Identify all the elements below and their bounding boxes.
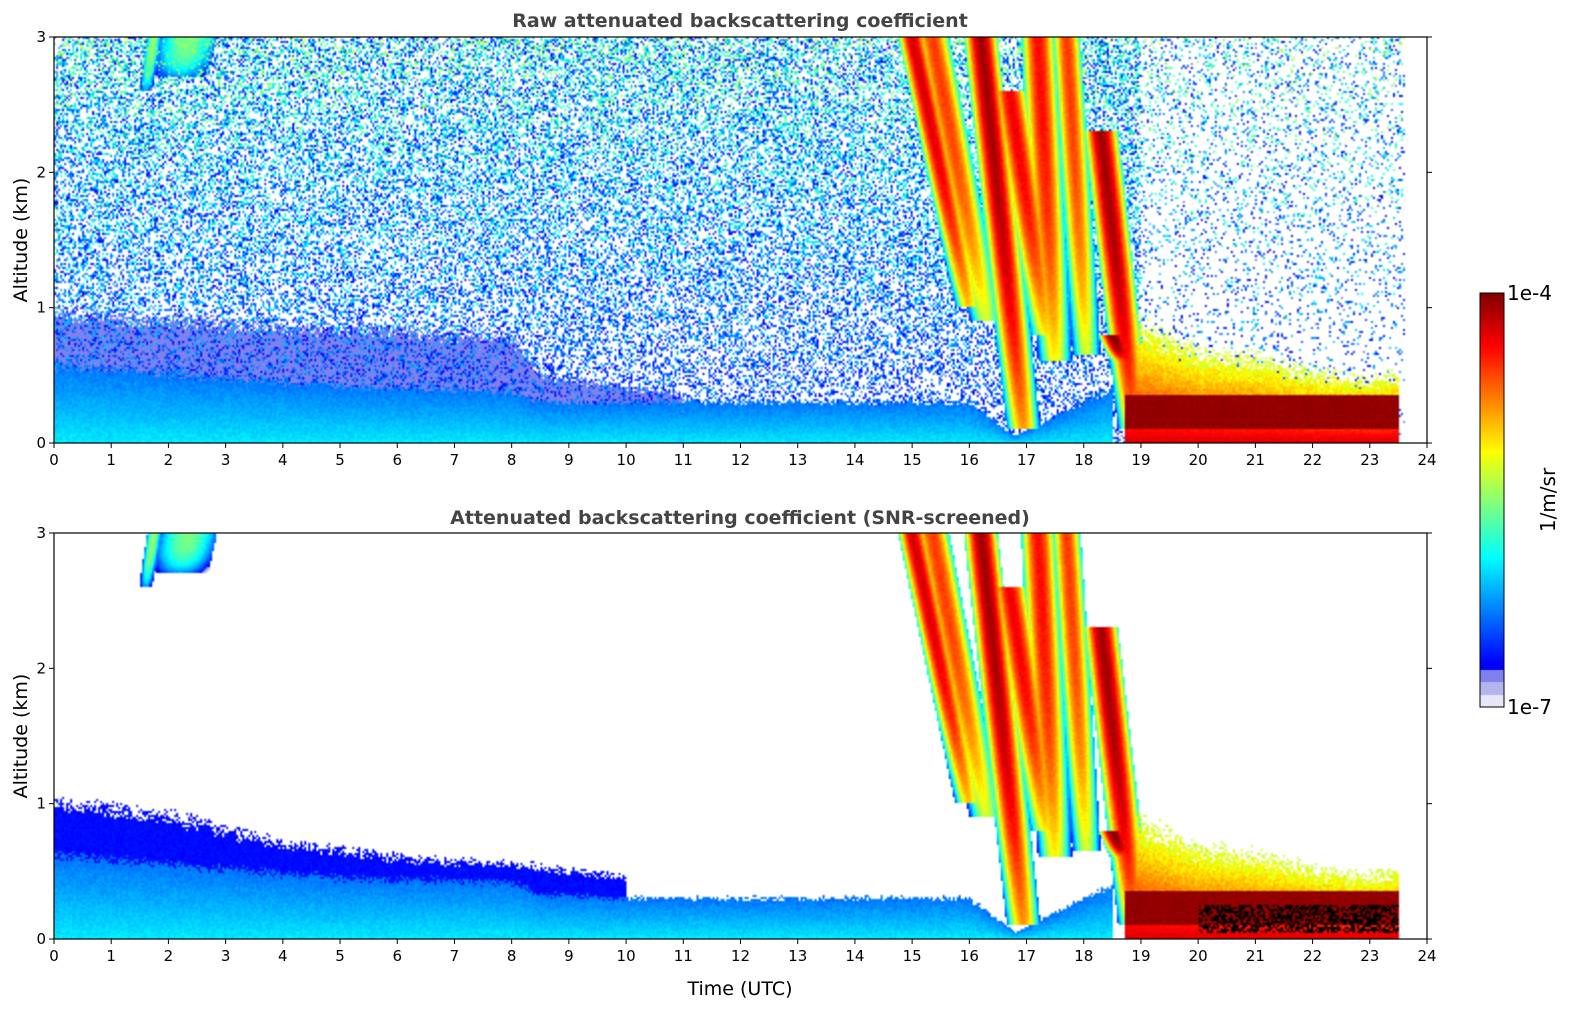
x-tick-label: 3 [221,451,231,469]
colorbar-top-label: 1e-4 [1507,281,1552,305]
x-tick-label: 22 [1303,947,1322,965]
x-tick-label: 6 [392,947,402,965]
x-tick-label: 15 [903,451,922,469]
x-tick-label: 20 [1189,947,1208,965]
bottom-panel-title: Attenuated backscattering coefficient (S… [450,507,1030,529]
x-tick-label: 2 [164,451,174,469]
x-tick-label: 17 [1017,947,1036,965]
y-tick-label: 2 [36,659,46,677]
x-tick-label: 7 [450,451,460,469]
x-tick-label: 12 [731,947,750,965]
bottom-x-axis: 0 1 2 3 4 5 6 7 8 9 10 11 12 13 14 15 16 17 18 19 20 21 22 23 24 [49,939,1437,965]
x-tick-label: 11 [674,451,693,469]
x-tick-label: 23 [1360,947,1379,965]
y-tick-label: 2 [36,163,46,181]
x-tick-label: 16 [960,947,979,965]
x-tick-label: 7 [450,947,460,965]
x-tick-label: 24 [1417,451,1436,469]
top-heatmap [54,37,1427,443]
y-tick-label: 1 [36,299,46,317]
x-tick-label: 15 [903,947,922,965]
x-tick-label: 5 [335,947,345,965]
x-tick-label: 13 [788,451,807,469]
colorbar-unit-label: 1/m/sr [1536,467,1560,532]
x-tick-label: 21 [1246,451,1265,469]
x-tick-label: 21 [1246,947,1265,965]
x-tick-label: 1 [106,451,116,469]
x-tick-label: 9 [564,451,574,469]
top-y-axis-label: Altitude (km) [10,178,32,303]
x-tick-label: 5 [335,451,345,469]
x-tick-label: 22 [1303,451,1322,469]
x-tick-label: 0 [49,451,59,469]
x-tick-label: 1 [106,947,116,965]
top-panel: Raw attenuated backscattering coefficien… [10,10,1437,469]
x-tick-label: 8 [507,947,517,965]
top-x-axis: 0 1 2 3 4 5 6 7 8 9 10 11 12 13 14 15 16 17 18 19 20 21 22 23 24 [49,443,1437,469]
x-tick-label: 24 [1417,947,1436,965]
x-tick-label: 19 [1131,451,1150,469]
colorbar: 1e-4 1e-7 1/m/sr [1479,281,1560,719]
x-axis-label: Time (UTC) [686,978,792,1000]
x-tick-label: 18 [1074,451,1093,469]
x-tick-label: 19 [1131,947,1150,965]
x-tick-label: 14 [845,451,864,469]
x-tick-label: 16 [960,451,979,469]
x-tick-label: 20 [1189,451,1208,469]
x-tick-label: 23 [1360,451,1379,469]
y-tick-label: 3 [36,524,46,542]
y-tick-label: 0 [36,930,46,948]
x-tick-label: 10 [617,451,636,469]
y-tick-label: 3 [36,28,46,46]
x-tick-label: 6 [392,451,402,469]
bottom-panel: Attenuated backscattering coefficient (S… [10,507,1437,1000]
x-tick-label: 13 [788,947,807,965]
x-tick-label: 0 [49,947,59,965]
x-tick-label: 18 [1074,947,1093,965]
x-tick-label: 2 [164,947,174,965]
top-panel-title: Raw attenuated backscattering coefficien… [512,10,968,32]
x-tick-label: 8 [507,451,517,469]
colorbar-frame [1479,292,1505,708]
x-tick-label: 11 [674,947,693,965]
x-tick-label: 12 [731,451,750,469]
x-tick-label: 17 [1017,451,1036,469]
bottom-y-axis-label: Altitude (km) [10,674,32,799]
bottom-heatmap [54,533,1427,939]
x-tick-label: 10 [617,947,636,965]
bottom-y-axis: 0 1 2 3 [36,524,1432,948]
x-tick-label: 14 [845,947,864,965]
x-tick-label: 4 [278,451,288,469]
colorbar-bottom-label: 1e-7 [1507,695,1552,719]
x-tick-label: 9 [564,947,574,965]
y-tick-label: 0 [36,434,46,452]
x-tick-label: 3 [221,947,231,965]
x-tick-label: 4 [278,947,288,965]
y-tick-label: 1 [36,795,46,813]
colorbar-gradient [1480,293,1504,707]
top-y-axis: 0 1 2 3 [36,28,1432,452]
